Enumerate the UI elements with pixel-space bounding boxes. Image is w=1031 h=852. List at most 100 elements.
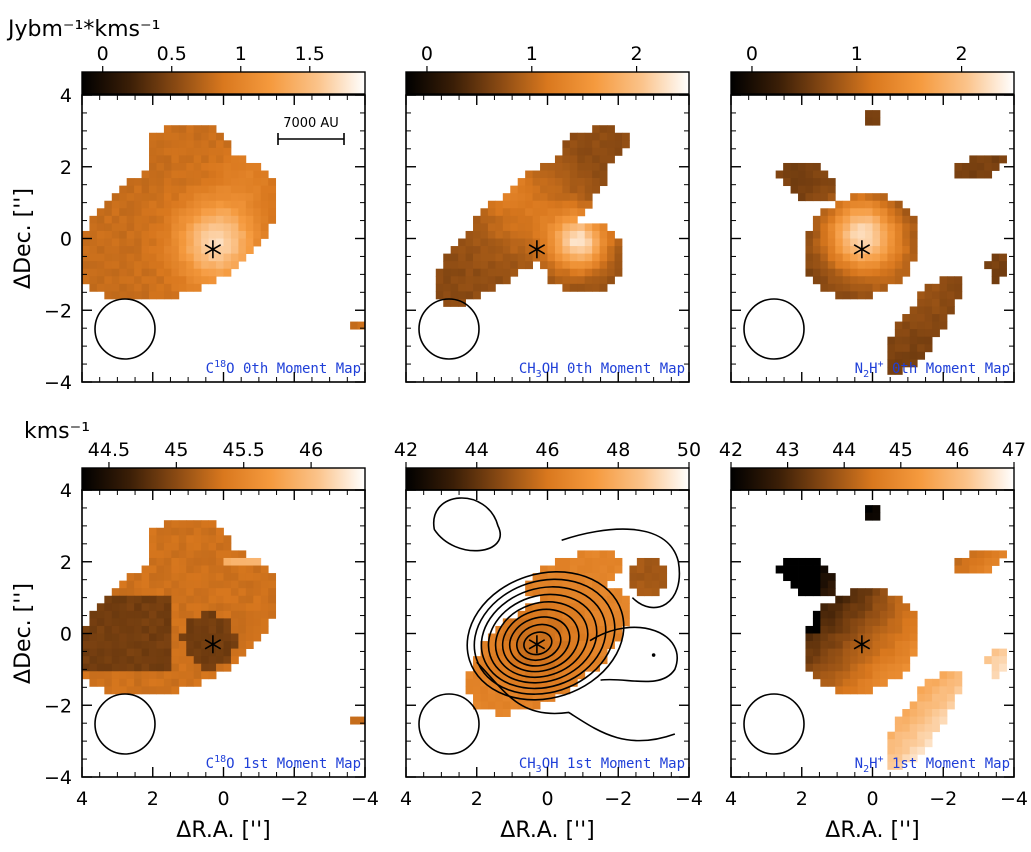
heatmap-cell bbox=[111, 193, 120, 202]
heatmap-cell bbox=[208, 557, 217, 566]
heatmap-cell bbox=[141, 603, 150, 612]
heatmap-cell bbox=[599, 565, 608, 574]
heatmap-cell bbox=[562, 618, 571, 627]
heatmap-cell bbox=[357, 716, 366, 725]
heatmap-cell bbox=[268, 208, 277, 217]
heatmap-cell bbox=[223, 535, 232, 544]
heatmap-cell bbox=[805, 625, 814, 634]
heatmap-cell bbox=[487, 215, 496, 224]
heatmap-cell bbox=[924, 686, 933, 695]
contour-line bbox=[501, 608, 580, 673]
heatmap-cell bbox=[156, 557, 165, 566]
heatmap-cell bbox=[119, 261, 128, 270]
heatmap-cell bbox=[584, 147, 593, 156]
heatmap-cell bbox=[82, 268, 90, 277]
heatmap-cell bbox=[887, 754, 896, 763]
heatmap-cell bbox=[134, 283, 142, 292]
heatmap-cell bbox=[599, 573, 608, 582]
heatmap-cell bbox=[104, 641, 113, 649]
heatmap-cell bbox=[939, 306, 948, 315]
heatmap-cell bbox=[532, 580, 541, 589]
heatmap-cell bbox=[193, 595, 202, 604]
heatmap-cell bbox=[480, 283, 489, 292]
heatmap-cell bbox=[245, 223, 254, 232]
heatmap-cell bbox=[171, 648, 180, 657]
heatmap-cell bbox=[216, 132, 224, 141]
heatmap-cell bbox=[156, 268, 165, 277]
heatmap-cell bbox=[917, 314, 926, 322]
heatmap-cell bbox=[245, 610, 254, 619]
heatmap-cell bbox=[230, 580, 239, 589]
x-tick-label: 4 bbox=[76, 788, 88, 810]
heatmap-cell bbox=[842, 686, 851, 695]
heatmap-cell bbox=[82, 246, 90, 254]
heatmap-cell bbox=[230, 208, 239, 217]
heatmap-cell bbox=[480, 663, 489, 672]
heatmap-cell bbox=[894, 595, 903, 604]
heatmap-cell bbox=[517, 253, 526, 262]
colorbar-tick-label: 1 bbox=[851, 43, 863, 65]
heatmap-cell bbox=[577, 147, 586, 156]
heatmap-cell bbox=[230, 633, 239, 642]
heatmap-cell bbox=[894, 603, 903, 612]
heatmap-cell bbox=[932, 283, 940, 292]
heatmap-cell bbox=[111, 276, 120, 285]
heatmap-cell bbox=[104, 595, 113, 604]
heatmap-cell bbox=[96, 625, 105, 634]
heatmap-cell bbox=[238, 155, 247, 164]
heatmap-cell bbox=[835, 238, 844, 247]
heatmap-cell bbox=[230, 573, 239, 582]
heatmap-cell bbox=[525, 253, 534, 262]
heatmap-cell bbox=[89, 625, 98, 634]
heatmap-cell bbox=[525, 641, 534, 649]
heatmap-cell bbox=[473, 230, 481, 239]
heatmap-cell bbox=[865, 648, 873, 657]
heatmap-cell bbox=[517, 230, 526, 239]
heatmap-cell bbox=[607, 573, 615, 582]
heatmap-cell bbox=[163, 610, 172, 619]
heatmap-cell bbox=[350, 321, 358, 330]
heatmap-cell bbox=[171, 588, 180, 597]
heatmap-cell bbox=[525, 200, 534, 209]
heatmap-cell bbox=[119, 193, 128, 202]
heatmap-cell bbox=[614, 557, 623, 566]
heatmap-cell bbox=[119, 200, 128, 209]
heatmap-cell bbox=[193, 261, 202, 270]
heatmap-cell bbox=[510, 215, 519, 224]
heatmap-cell bbox=[820, 238, 829, 247]
heatmap-cell bbox=[525, 588, 534, 597]
y-tick-label: 2 bbox=[60, 552, 72, 574]
heatmap-cell bbox=[894, 215, 903, 224]
map-label: CH3OH 0th Moment Map bbox=[519, 361, 685, 380]
heatmap-cell bbox=[783, 557, 791, 566]
heatmap-cell bbox=[435, 283, 444, 292]
heatmap-cell bbox=[554, 200, 563, 209]
heatmap-cell bbox=[532, 693, 541, 702]
heatmap-cell bbox=[879, 588, 888, 597]
heatmap-cell bbox=[201, 147, 210, 156]
heatmap-cell bbox=[149, 276, 157, 285]
heatmap-cell bbox=[134, 678, 142, 687]
heatmap-cell bbox=[991, 671, 1000, 680]
heatmap-cell bbox=[178, 200, 187, 209]
heatmap-cell bbox=[554, 573, 563, 582]
heatmap-cell bbox=[547, 588, 556, 597]
heatmap-cell bbox=[850, 276, 859, 285]
x-tick-label: 2 bbox=[796, 788, 808, 810]
heatmap-cell bbox=[96, 268, 105, 277]
heatmap-cell bbox=[510, 648, 519, 657]
heatmap-cell bbox=[865, 505, 873, 514]
heatmap-cell bbox=[126, 268, 135, 277]
heatmap-cell bbox=[909, 618, 918, 627]
heatmap-cell bbox=[193, 155, 202, 164]
heatmap-cell bbox=[111, 595, 120, 604]
heatmap-cell bbox=[798, 565, 806, 574]
heatmap-cell bbox=[879, 193, 888, 202]
heatmap-cell bbox=[450, 298, 459, 307]
heatmap-cell bbox=[850, 200, 859, 209]
heatmap-cell bbox=[171, 686, 180, 695]
heatmap-cell bbox=[924, 724, 933, 733]
heatmap-cell bbox=[230, 550, 239, 559]
heatmap-cell bbox=[865, 595, 873, 604]
